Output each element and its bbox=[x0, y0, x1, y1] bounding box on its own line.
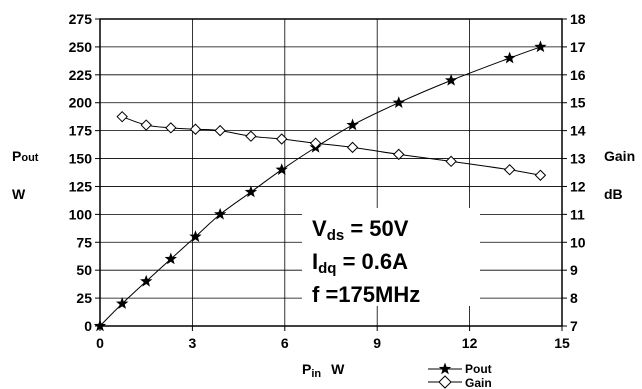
legend-pout-marker bbox=[438, 362, 452, 375]
pout-point bbox=[244, 185, 258, 198]
gain-point bbox=[393, 148, 405, 161]
legend: Pout Gain bbox=[428, 362, 492, 389]
gain-point bbox=[214, 124, 226, 137]
y-left-tick-label: 175 bbox=[69, 123, 93, 139]
y-right-label: Gain bbox=[604, 148, 635, 164]
pout-point bbox=[392, 96, 405, 108]
legend-gain-marker bbox=[438, 375, 452, 389]
pout-point bbox=[115, 297, 129, 309]
y-right-tick-label: 11 bbox=[570, 206, 585, 222]
y-right-tick-label: 16 bbox=[570, 67, 586, 83]
idq-annotation: Idq = 0.6A bbox=[312, 249, 408, 277]
y-right-unit: dB bbox=[604, 186, 623, 202]
y-right-tick-label: 9 bbox=[570, 262, 578, 278]
y-left-unit: W bbox=[12, 186, 26, 202]
legend-gain-label: Gain bbox=[465, 376, 492, 389]
x-tick-label: 9 bbox=[373, 335, 381, 351]
pout-point bbox=[213, 207, 227, 220]
ticks: 0255075100125150175200225250275789101112… bbox=[69, 11, 586, 351]
y-right-tick-label: 15 bbox=[570, 95, 586, 111]
legend-pout-label: Pout bbox=[465, 362, 492, 376]
markers bbox=[93, 40, 547, 332]
gain-point bbox=[165, 122, 177, 134]
y-right-tick-label: 17 bbox=[570, 39, 586, 55]
pout-point bbox=[503, 51, 516, 64]
pout-point bbox=[189, 230, 202, 242]
y-right-tick-label: 7 bbox=[570, 318, 578, 334]
y-right-tick-label: 10 bbox=[570, 234, 586, 250]
y-right-tick-label: 12 bbox=[570, 178, 586, 194]
x-tick-label: 0 bbox=[96, 335, 104, 351]
x-tick-label: 6 bbox=[281, 335, 289, 351]
y-left-tick-label: 125 bbox=[69, 178, 93, 194]
y-left-tick-label: 225 bbox=[69, 67, 93, 83]
gain-point bbox=[116, 110, 128, 123]
y-right-tick-label: 13 bbox=[570, 151, 586, 167]
gain-point bbox=[445, 155, 457, 168]
x-tick-label: 15 bbox=[554, 335, 570, 351]
gain-point bbox=[245, 130, 257, 142]
pout-point bbox=[140, 274, 153, 287]
conditions-box: Vds = 50V Idq = 0.6A f =175MHz bbox=[302, 208, 480, 307]
y-left-tick-label: 100 bbox=[69, 206, 93, 222]
y-left-tick-label: 150 bbox=[69, 151, 93, 167]
x-tick-label: 12 bbox=[462, 335, 478, 351]
y-left-tick-label: 75 bbox=[76, 234, 92, 250]
pout-point bbox=[164, 252, 178, 265]
plot-frame bbox=[99, 18, 563, 327]
y-left-tick-label: 25 bbox=[76, 290, 92, 306]
y-left-tick-label: 200 bbox=[69, 95, 93, 111]
gain-point bbox=[503, 164, 516, 176]
x-tick-label: 3 bbox=[189, 335, 197, 351]
gain-point bbox=[189, 123, 202, 135]
vds-annotation: Vds = 50V bbox=[312, 216, 409, 244]
y-left-tick-label: 275 bbox=[69, 11, 93, 27]
y-right-tick-label: 14 bbox=[570, 123, 586, 139]
gain-point bbox=[346, 141, 359, 154]
conditions-box-bg bbox=[302, 208, 480, 306]
pout-point bbox=[346, 118, 359, 131]
y-left-tick-label: 50 bbox=[76, 262, 92, 278]
pout-point bbox=[275, 163, 288, 175]
series-line-gain bbox=[122, 116, 541, 176]
gain-point bbox=[309, 137, 322, 149]
pout-point bbox=[534, 40, 547, 53]
y-left-tick-label: 0 bbox=[84, 318, 92, 334]
y-left-tick-label: 250 bbox=[69, 39, 93, 55]
gain-point bbox=[276, 133, 288, 145]
x-label: Pin W bbox=[302, 361, 345, 380]
pout-point bbox=[444, 73, 458, 86]
gain-point bbox=[140, 119, 152, 131]
y-right-tick-label: 18 bbox=[570, 11, 586, 27]
y-right-tick-label: 8 bbox=[570, 290, 578, 306]
gain-point bbox=[534, 169, 547, 181]
freq-annotation: f =175MHz bbox=[312, 282, 420, 307]
y-left-label: Pout bbox=[12, 148, 39, 164]
